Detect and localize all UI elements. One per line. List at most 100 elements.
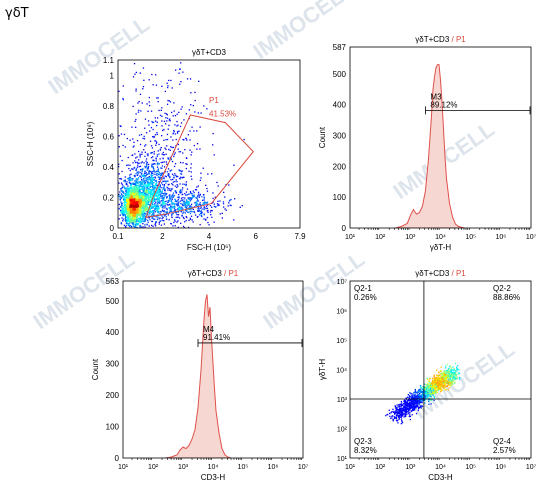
event-dot	[171, 111, 173, 114]
event-dot	[165, 175, 167, 178]
event-dot	[141, 218, 143, 220]
event-dot	[126, 216, 128, 218]
event-dot	[128, 181, 131, 183]
event-dot	[155, 173, 157, 176]
event-dot	[447, 368, 449, 370]
event-dot	[127, 219, 129, 221]
event-dot	[170, 159, 172, 161]
event-dot	[129, 217, 131, 220]
x-tick-label: 4	[207, 232, 212, 241]
event-dot	[121, 202, 123, 204]
y-tick-label: 200	[106, 391, 120, 400]
event-dot	[142, 216, 144, 218]
event-dot	[126, 195, 128, 197]
event-dot	[148, 209, 151, 212]
event-dot	[143, 201, 145, 203]
event-dot	[419, 390, 422, 392]
event-dot	[129, 207, 131, 210]
event-dot	[434, 377, 436, 379]
event-dot	[170, 200, 172, 202]
event-dot	[227, 205, 229, 207]
event-dot	[156, 181, 158, 183]
event-dot	[147, 195, 150, 197]
event-dot	[134, 221, 137, 223]
event-dot	[155, 201, 157, 203]
event-dot	[397, 412, 399, 415]
event-dot	[449, 365, 451, 367]
event-dot	[233, 219, 235, 221]
event-dot	[150, 191, 152, 193]
event-dot	[163, 166, 166, 168]
event-dot	[120, 205, 122, 207]
y-tick-label: 200	[333, 162, 347, 171]
event-dot	[152, 199, 154, 201]
event-dot	[128, 190, 130, 192]
event-dot	[146, 186, 148, 188]
event-dot	[142, 204, 144, 206]
event-dot	[122, 185, 124, 187]
event-dot	[147, 207, 149, 210]
event-dot	[132, 187, 134, 189]
event-dot	[126, 206, 129, 208]
event-dot	[144, 212, 146, 214]
event-dot	[165, 192, 167, 195]
event-dot	[193, 191, 195, 194]
y-tick-label: 1.1	[103, 56, 115, 65]
event-dot	[157, 172, 159, 175]
event-dot	[148, 163, 150, 166]
event-dot	[197, 209, 199, 211]
event-dot	[418, 389, 420, 391]
event-dot	[420, 387, 423, 389]
event-dot	[196, 143, 199, 145]
event-dot	[191, 151, 193, 153]
event-dot	[138, 191, 140, 193]
event-dot	[438, 378, 440, 380]
event-dot	[197, 185, 199, 187]
event-dot	[134, 209, 136, 211]
event-dot	[177, 202, 179, 204]
event-dot	[438, 380, 440, 382]
event-dot	[179, 207, 181, 209]
event-dot	[424, 399, 427, 401]
event-dot	[145, 165, 147, 168]
event-dot	[142, 201, 144, 203]
event-dot	[139, 181, 141, 183]
event-dot	[217, 185, 219, 187]
event-dot	[408, 402, 410, 405]
event-dot	[139, 217, 141, 220]
event-dot	[138, 220, 141, 222]
event-dot	[194, 202, 196, 204]
event-dot	[447, 382, 449, 384]
event-dot	[157, 117, 159, 119]
event-dot	[150, 174, 152, 176]
event-dot	[135, 207, 137, 209]
event-dot	[166, 208, 168, 211]
event-dot	[159, 191, 161, 193]
event-dot	[172, 181, 174, 183]
event-dot	[210, 209, 212, 212]
event-dot	[148, 225, 150, 227]
event-dot	[146, 200, 148, 202]
event-dot	[145, 144, 147, 146]
event-dot	[136, 209, 138, 211]
event-dot	[154, 218, 156, 220]
event-dot	[397, 410, 400, 412]
event-dot	[122, 220, 124, 222]
event-dot	[140, 172, 143, 174]
event-dot	[143, 182, 145, 184]
event-dot	[179, 209, 181, 211]
event-dot	[146, 193, 148, 196]
event-dot	[407, 394, 409, 396]
event-dot	[133, 201, 136, 203]
event-dot	[388, 409, 390, 411]
event-dot	[142, 174, 144, 176]
event-dot	[133, 191, 135, 193]
event-dot	[389, 412, 391, 415]
event-dot	[166, 207, 168, 210]
event-dot	[185, 183, 187, 185]
event-dot	[138, 166, 140, 168]
event-dot	[151, 202, 153, 204]
event-dot	[151, 176, 153, 178]
event-dot	[128, 203, 130, 205]
